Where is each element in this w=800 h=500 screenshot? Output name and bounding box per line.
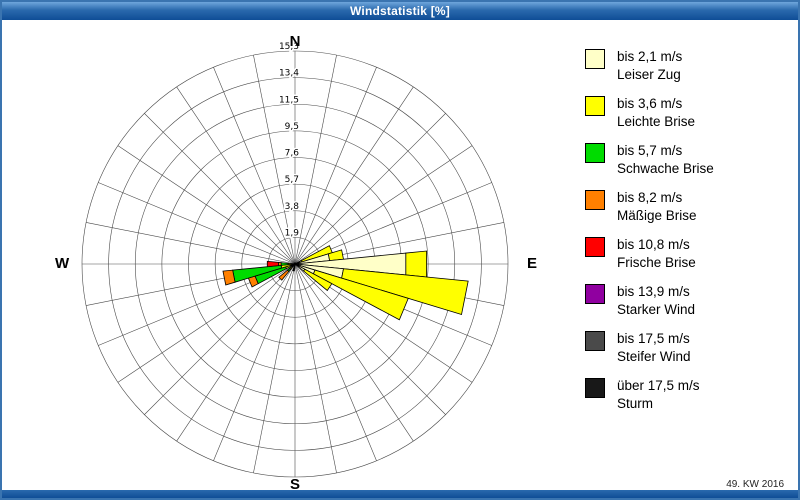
grid-spoke — [294, 86, 414, 265]
legend-name-label: Mäßige Brise — [617, 208, 697, 223]
legend-swatch-leichte-brise — [585, 96, 605, 116]
legend-swatch-leiser-zug — [585, 49, 605, 69]
legend-speed-label: bis 17,5 m/s — [617, 331, 690, 346]
grid-spoke — [294, 263, 337, 473]
ring-label: 1,9 — [285, 228, 300, 238]
grid-spoke — [253, 55, 296, 265]
legend-name-label: Starker Wind — [617, 302, 696, 317]
compass-east-label: E — [527, 255, 538, 272]
legend-name-label: Steifer Wind — [617, 349, 691, 364]
ring-label: 9,5 — [285, 122, 299, 132]
legend-swatch-maessige-brise — [585, 190, 605, 210]
ring-label: 15,3 — [279, 42, 299, 52]
wind-petal-segment — [312, 269, 409, 321]
wind-petal-segment — [405, 250, 428, 278]
wind-petal-segment — [292, 263, 296, 272]
grid-spoke — [117, 145, 296, 265]
wind-petal-segment — [266, 260, 279, 268]
ring-label: 5,7 — [285, 175, 299, 185]
ring-label: 13,4 — [279, 69, 299, 79]
legend-swatch-frische-brise — [585, 237, 605, 257]
wind-rose-chart: 1,9 3,8 5,7 7,6 9,5 11,5 13,4 15,3 — [81, 41, 509, 478]
legend-speed-label: bis 10,8 m/s — [617, 237, 690, 252]
compass-west-label: W — [55, 255, 70, 272]
legend-item: bis 13,9 m/s Starker Wind — [585, 283, 714, 330]
ring-label: 3,8 — [285, 202, 300, 212]
legend-name-label: Sturm — [617, 396, 654, 411]
grid-spoke — [294, 263, 446, 415]
legend-item: bis 8,2 m/s Mäßige Brise — [585, 189, 714, 236]
grid-spoke — [213, 263, 296, 461]
legend-item: bis 2,1 m/s Leiser Zug — [585, 48, 714, 95]
title-bar: Windstatistik [%] — [2, 2, 798, 20]
ring-label: 7,6 — [285, 149, 300, 159]
compass-south-label: S — [289, 476, 301, 493]
legend-name-label: Schwache Brise — [617, 161, 714, 176]
wind-petal-segment — [287, 262, 293, 266]
legend-speed-label: bis 5,7 m/s — [617, 143, 683, 158]
wind-petal-segment — [278, 269, 290, 281]
legend: bis 2,1 m/s Leiser Zug bis 3,6 m/s Leich… — [585, 48, 714, 424]
grid-spoke — [294, 145, 473, 265]
legend-swatch-steifer-wind — [585, 331, 605, 351]
legend-name-label: Leiser Zug — [617, 67, 681, 82]
grid-spoke — [213, 67, 296, 265]
legend-swatch-schwache-brise — [585, 143, 605, 163]
grid-spoke — [294, 67, 377, 265]
legend-speed-label: bis 3,6 m/s — [617, 96, 683, 111]
legend-item: bis 10,8 m/s Frische Brise — [585, 236, 714, 283]
calendar-week-label: 49. KW 2016 — [726, 479, 784, 490]
footer-bar — [2, 490, 798, 498]
grid-spoke — [98, 182, 296, 265]
grid-spoke — [86, 222, 296, 265]
wind-petal-segment — [303, 268, 333, 292]
legend-name-label: Frische Brise — [617, 255, 696, 270]
legend-speed-label: über 17,5 m/s — [617, 378, 700, 393]
wind-petal-segment — [222, 269, 236, 286]
ring-label: 11,5 — [279, 95, 299, 105]
legend-item: bis 5,7 m/s Schwache Brise — [585, 142, 714, 189]
legend-name-label: Leichte Brise — [617, 114, 696, 129]
compass-north-label: N — [289, 33, 301, 50]
legend-item: bis 3,6 m/s Leichte Brise — [585, 95, 714, 142]
grid-spoke — [176, 263, 296, 442]
legend-speed-label: bis 13,9 m/s — [617, 284, 690, 299]
legend-item: über 17,5 m/s Sturm — [585, 377, 714, 424]
rose-center-dot — [293, 262, 297, 266]
grid-spoke — [253, 263, 296, 473]
grid-spoke — [117, 263, 296, 383]
legend-item: bis 17,5 m/s Steifer Wind — [585, 330, 714, 377]
wind-petal-segment — [341, 268, 469, 316]
grid-spoke — [294, 263, 414, 442]
grid-spoke — [144, 113, 296, 265]
grid-spoke — [176, 86, 296, 265]
legend-swatch-sturm — [585, 378, 605, 398]
grid-spoke — [294, 263, 377, 461]
wind-petal-segment — [277, 261, 282, 267]
chart-title: Windstatistik [%] — [350, 4, 450, 18]
legend-swatch-starker-wind — [585, 284, 605, 304]
legend-speed-label: bis 2,1 m/s — [617, 49, 683, 64]
grid-spoke — [294, 113, 446, 265]
chart-area: 1,9 3,8 5,7 7,6 9,5 11,5 13,4 15,3 N E S W bis … — [2, 20, 798, 493]
grid-spoke — [294, 55, 337, 265]
legend-speed-label: bis 8,2 m/s — [617, 190, 683, 205]
wind-petal-segment — [280, 262, 289, 266]
grid-spoke — [144, 263, 296, 415]
